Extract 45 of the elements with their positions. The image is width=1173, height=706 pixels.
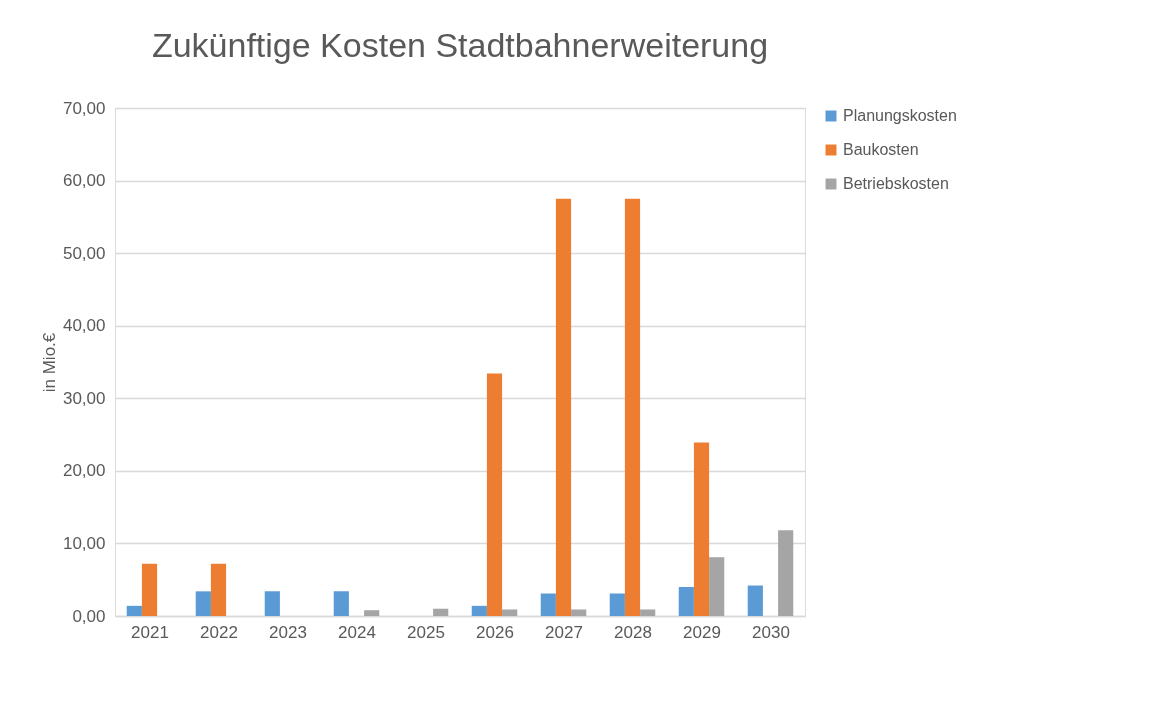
chart-title: Zukünftige Kosten Stadtbahnerweiterung [151,26,769,64]
y-tick-label: 0,00 [72,606,106,626]
bar [609,593,625,616]
y-tick-label: 10,00 [62,533,106,553]
bar [364,610,380,616]
x-tick-label: 2029 [683,622,721,642]
bar [778,530,794,616]
bar [709,557,725,616]
bar [195,591,211,616]
x-tick-label: 2025 [407,622,445,642]
legend-label: Planungskosten [843,107,957,124]
y-axis-title: in Mio.€ [39,332,59,393]
x-tick-label: 2022 [200,622,238,642]
x-tick-label: 2021 [131,622,169,642]
legend-label: Baukosten [843,141,919,158]
y-tick-label: 30,00 [62,388,106,408]
y-tick-label: 60,00 [62,171,106,191]
x-tick-label: 2028 [614,622,652,642]
bar [471,605,487,616]
x-tick-label: 2030 [752,622,790,642]
bar [486,373,503,616]
bar [540,593,556,616]
x-tick-label: 2026 [476,622,514,642]
bar [210,563,227,616]
bar [264,591,280,616]
y-tick-label: 70,00 [62,98,106,118]
bar [141,563,158,616]
y-tick-label: 20,00 [62,461,106,481]
y-tick-label: 50,00 [62,243,106,263]
bar [640,609,656,616]
bar [502,609,518,616]
bar [678,586,694,616]
bar [624,198,641,616]
y-tick-label: 40,00 [62,316,106,336]
x-tick-label: 2027 [545,622,583,642]
bar [693,442,710,616]
bar [571,609,587,616]
bar [747,585,763,616]
bar [126,605,142,616]
legend-label: Betriebskosten [843,175,949,192]
bar [433,608,449,616]
x-tick-label: 2023 [269,622,307,642]
bar [333,591,349,616]
bar [555,198,572,616]
x-tick-label: 2024 [338,622,376,642]
